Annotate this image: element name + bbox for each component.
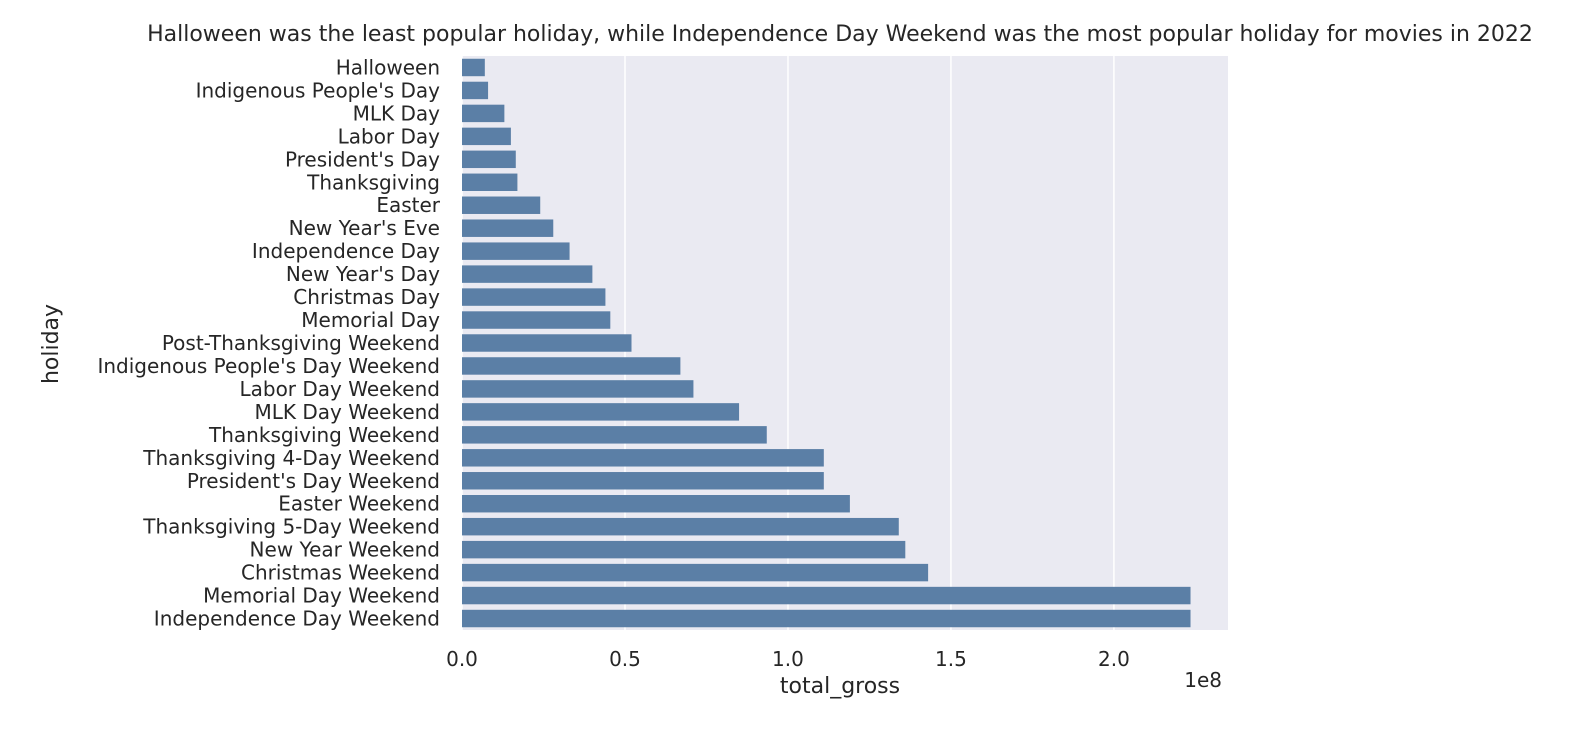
bar [462,127,511,146]
x-tick-label: 0.5 [609,647,641,671]
y-tick-label: Halloween [336,55,440,79]
bar [462,380,694,398]
bar [462,586,1191,605]
x-axis-offset-label: 1e8 [1184,668,1222,692]
x-tick-labels: 0.0 0.5 1.0 1.5 2.0 [446,647,1130,671]
bar [462,563,929,582]
y-tick-label: Thanksgiving [306,170,440,194]
y-tick-label: Memorial Day [301,308,440,332]
bar [462,357,681,375]
chart-title: Halloween was the least popular holiday,… [147,22,1533,47]
bar [462,540,906,559]
y-tick-label: New Year Weekend [250,538,440,562]
y-tick-label: New Year's Eve [289,216,440,240]
bar [462,219,554,237]
x-tick-label: 0.0 [446,647,478,671]
y-axis-label: holiday [39,304,64,384]
bar [462,150,516,169]
bar [462,104,505,123]
y-tick-label: Independence Day [252,239,440,263]
y-tick-label: Christmas Day [293,285,440,309]
bar [462,196,541,214]
bar [462,311,611,329]
bar [462,288,606,306]
bar [462,449,824,467]
bar [462,81,489,100]
y-tick-label: Thanksgiving Weekend [208,423,440,447]
y-tick-label: Post-Thanksgiving Weekend [162,331,440,355]
y-tick-label: Independence Day Weekend [154,607,440,631]
y-tick-label: Easter [376,193,440,217]
y-tick-label: Easter Weekend [278,492,440,516]
y-tick-label: Memorial Day Weekend [203,584,440,608]
y-tick-label: President's Day Weekend [187,469,440,493]
bar [462,426,767,444]
y-tick-label: Indigenous People's Day Weekend [97,354,440,378]
bar [462,58,485,77]
y-tick-label: New Year's Day [286,262,440,286]
y-tick-label: Labor Day [338,124,441,148]
y-tick-label: Indigenous People's Day [196,78,441,102]
y-tick-label: Thanksgiving 5-Day Weekend [142,515,440,539]
bar [462,494,850,513]
x-tick-label: 1.5 [935,647,967,671]
bar [462,472,824,490]
y-tick-label: Labor Day Weekend [239,377,440,401]
x-axis-label: total_gross [780,674,900,699]
bars [462,58,1191,628]
x-tick-label: 2.0 [1098,647,1130,671]
x-tick-label: 1.0 [772,647,804,671]
bar [462,403,740,421]
bar [462,609,1191,628]
y-tick-label: Christmas Weekend [241,561,440,585]
y-tick-label: Thanksgiving 4-Day Weekend [142,446,440,470]
bar [462,334,632,352]
bar [462,173,518,192]
bar [462,242,570,260]
y-tick-label: President's Day [285,147,440,171]
y-tick-label: MLK Day Weekend [255,400,440,424]
bar [462,265,593,283]
bar [462,517,899,536]
y-tick-label: MLK Day [353,101,441,125]
